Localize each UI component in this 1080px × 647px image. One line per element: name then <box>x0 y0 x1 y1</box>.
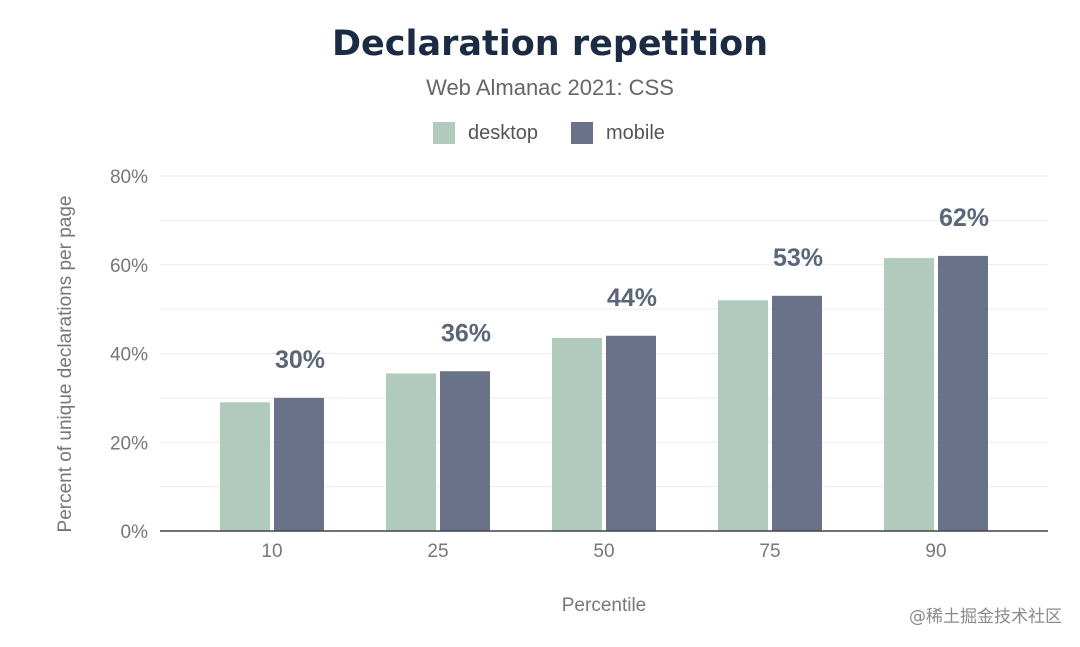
bar-desktop-50 <box>552 337 602 531</box>
y-axis-label: Percent of unique declarations per page <box>55 196 76 533</box>
legend: desktop mobile <box>433 122 665 144</box>
x-axis-ticks: 10 25 50 75 90 <box>261 541 946 562</box>
chart-title: Declaration repetition <box>332 24 768 64</box>
bar-desktop-10 <box>220 402 270 531</box>
legend-swatch-mobile <box>571 122 593 144</box>
watermark: @稀土掘金技术社区 <box>909 607 1062 627</box>
y-tick-label: 20% <box>110 433 148 454</box>
x-tick-label: 75 <box>759 541 780 562</box>
data-label: 44% <box>607 284 657 312</box>
data-label: 53% <box>773 244 823 272</box>
y-axis-ticks: 0% 20% 40% 60% 80% <box>110 167 148 543</box>
bar-desktop-25 <box>386 373 436 531</box>
x-tick-label: 10 <box>261 541 282 562</box>
y-tick-label: 40% <box>110 345 148 366</box>
bar-desktop-75 <box>718 300 768 531</box>
bar-mobile-10 <box>274 397 324 531</box>
y-tick-label: 80% <box>110 167 148 188</box>
chart-subtitle: Web Almanac 2021: CSS <box>426 75 674 100</box>
bar-mobile-25 <box>440 371 490 531</box>
x-axis-label: Percentile <box>562 595 647 616</box>
bar-desktop-90 <box>884 258 934 531</box>
data-label: 36% <box>441 319 491 347</box>
bars <box>220 255 988 531</box>
data-labels: 30% 36% 44% 53% 62% <box>275 204 989 374</box>
data-label: 62% <box>939 204 989 232</box>
bar-mobile-50 <box>606 335 656 531</box>
legend-swatch-desktop <box>433 122 455 144</box>
x-tick-label: 50 <box>593 541 614 562</box>
data-label: 30% <box>275 346 325 374</box>
bar-mobile-90 <box>938 255 988 531</box>
x-tick-label: 25 <box>427 541 448 562</box>
legend-label-mobile: mobile <box>606 122 665 144</box>
y-tick-label: 0% <box>121 522 149 543</box>
bar-mobile-75 <box>772 295 822 531</box>
x-tick-label: 90 <box>925 541 946 562</box>
legend-label-desktop: desktop <box>468 122 538 144</box>
y-tick-label: 60% <box>110 256 148 277</box>
